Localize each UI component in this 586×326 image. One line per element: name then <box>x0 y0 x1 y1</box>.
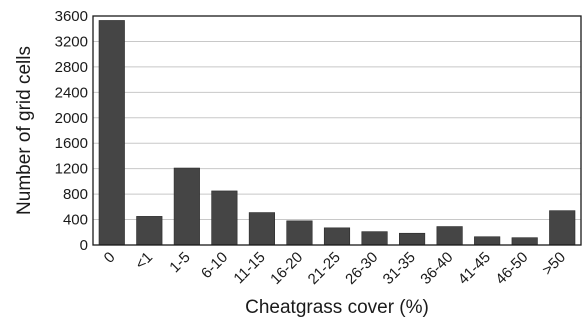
bar-8 <box>399 232 426 246</box>
x-tick-label: 16-20 <box>267 249 306 288</box>
x-tick-label: 41-45 <box>455 249 494 288</box>
bar-6 <box>323 227 351 246</box>
bar-11 <box>511 237 538 246</box>
gridlines <box>93 40 581 221</box>
plot-area-frame <box>92 15 582 246</box>
bar-5 <box>286 220 313 246</box>
y-tick-labels: 0 400 800 1200 1600 2000 2400 2800 3200 3600 <box>55 8 88 254</box>
y-tick-label: 800 <box>63 186 88 203</box>
x-tick-label: 0 <box>101 249 119 267</box>
bar-3 <box>211 190 238 246</box>
bar-7 <box>361 231 388 246</box>
x-tick-label: <1 <box>132 249 156 273</box>
y-tick-label: 400 <box>63 212 88 229</box>
bar-0 <box>98 20 125 246</box>
x-tick-labels: 0 <1 1-5 6-10 11-1516-2021-2526-3031-3536-40… <box>101 249 569 288</box>
bar-4 <box>248 212 275 246</box>
bar-1 <box>136 216 163 246</box>
y-tick-label: 1600 <box>55 135 88 152</box>
y-tick-label: 3600 <box>55 8 88 25</box>
bar-12 <box>549 210 576 246</box>
bar-9 <box>436 226 463 246</box>
x-tick-label: 1-5 <box>166 249 193 276</box>
y-tick-label: 2800 <box>55 59 88 76</box>
y-tick-label: 2000 <box>55 110 88 127</box>
y-tick-label: 0 <box>80 237 88 254</box>
x-tick-label: 46-50 <box>492 249 531 288</box>
x-tick-label: 26-30 <box>342 249 381 288</box>
y-axis-title: Number of grid cells <box>14 46 35 215</box>
bar-10 <box>474 236 501 246</box>
y-tick-label: 3200 <box>55 33 88 50</box>
bar-2 <box>173 167 200 246</box>
x-axis-title: Cheatgrass cover (%) <box>245 297 429 318</box>
x-tick-label: 6-10 <box>198 249 231 282</box>
x-tick-label: 31-35 <box>380 249 419 288</box>
x-tick-label: 11-15 <box>230 249 268 287</box>
x-tick-label: 36-40 <box>417 249 456 288</box>
y-tick-label: 1200 <box>55 161 88 178</box>
x-tick-label: 21-25 <box>305 249 344 288</box>
x-tick-label: >50 <box>539 249 569 279</box>
y-tick-label: 2400 <box>55 84 88 101</box>
bars <box>98 20 576 246</box>
